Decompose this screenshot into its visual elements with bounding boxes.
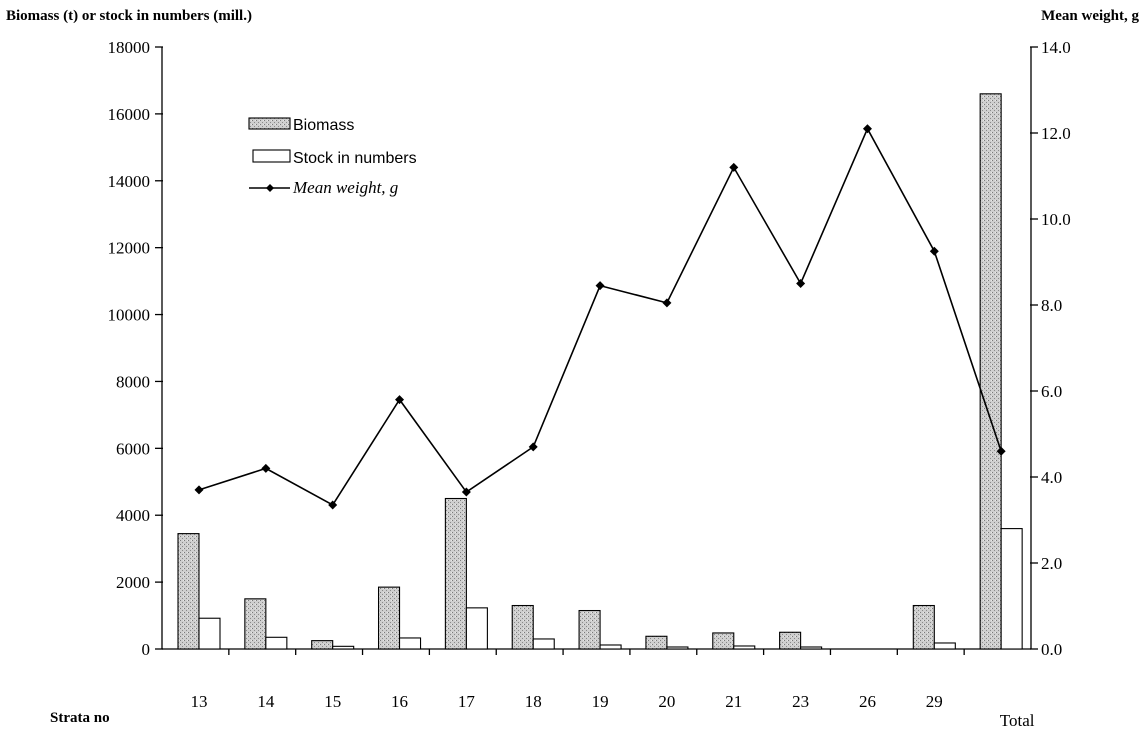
legend-label-biomass: Biomass xyxy=(293,117,354,134)
right-axis-ticks: 0.0 2.0 4.0 6.0 8.0 10.0 12.0 14.0 xyxy=(1030,38,1071,659)
left-tick-label: 10000 xyxy=(108,306,151,325)
biomass-bar xyxy=(578,609,601,650)
x-tick-label: 21 xyxy=(725,692,742,711)
legend-swatch-stock xyxy=(252,149,291,163)
left-tick-label: 12000 xyxy=(108,239,151,258)
mean-weight-point xyxy=(862,124,872,134)
biomass-bar xyxy=(712,632,735,650)
bars xyxy=(177,93,1023,650)
stock-bar xyxy=(933,642,956,650)
mean-weight-point xyxy=(996,446,1006,456)
biomass-bar xyxy=(311,640,334,650)
stock-bar xyxy=(733,645,756,650)
x-tick-labels: 13 14 15 16 17 18 19 20 21 23 26 29 Total xyxy=(191,692,1035,730)
x-tick-label: 18 xyxy=(525,692,542,711)
stock-bar xyxy=(800,646,823,650)
right-tick-label: 2.0 xyxy=(1041,554,1062,573)
right-tick-label: 6.0 xyxy=(1041,382,1062,401)
stock-bar xyxy=(1000,528,1023,650)
biomass-bar xyxy=(444,497,467,650)
right-tick-label: 14.0 xyxy=(1041,38,1071,57)
right-tick-label: 10.0 xyxy=(1041,210,1071,229)
left-tick-label: 16000 xyxy=(108,105,151,124)
axes xyxy=(161,47,1032,655)
x-tick-label: 29 xyxy=(926,692,943,711)
stock-bar xyxy=(265,636,288,650)
right-tick-label: 4.0 xyxy=(1041,468,1062,487)
mean-weight-point xyxy=(729,162,739,172)
stock-bar xyxy=(398,637,422,650)
biomass-bar xyxy=(912,604,935,650)
x-tick-label: 14 xyxy=(257,692,275,711)
x-tick-label: 16 xyxy=(391,692,408,711)
mean-weight-point xyxy=(595,281,605,291)
mean-weight-point xyxy=(528,442,538,452)
stock-bar xyxy=(666,646,689,650)
mean-weight-point xyxy=(395,395,405,405)
x-tick-label: Total xyxy=(1000,711,1035,730)
x-tick-label: 26 xyxy=(859,692,876,711)
x-tick-label: 17 xyxy=(458,692,476,711)
biomass-bar xyxy=(979,93,1002,650)
left-tick-label: 8000 xyxy=(116,372,150,391)
legend: Biomass Stock in numbers Mean weight, g xyxy=(248,117,417,197)
right-axis-title: Mean weight, g xyxy=(1041,8,1139,24)
x-tick-label: 19 xyxy=(592,692,609,711)
mean-weight-point xyxy=(194,485,204,495)
biomass-bar xyxy=(177,533,200,650)
biomass-bar xyxy=(244,598,267,650)
x-tick-label: 13 xyxy=(191,692,208,711)
left-axis-title: Biomass (t) or stock in numbers (mill.) xyxy=(6,8,252,24)
right-tick-label: 0.0 xyxy=(1041,640,1062,659)
left-tick-label: 4000 xyxy=(116,506,150,525)
biomass-bar xyxy=(779,631,802,650)
x-tick-label: 15 xyxy=(324,692,341,711)
legend-swatch-biomass xyxy=(248,117,291,130)
mean-weight-point xyxy=(261,463,271,473)
mean-weight-point xyxy=(461,487,471,497)
right-tick-label: 12.0 xyxy=(1041,124,1071,143)
stock-bar xyxy=(599,644,622,650)
right-tick-label: 8.0 xyxy=(1041,296,1062,315)
biomass-bar xyxy=(511,604,534,650)
left-tick-label: 6000 xyxy=(116,439,150,458)
x-tick-label: 23 xyxy=(792,692,809,711)
legend-swatch-marker xyxy=(266,184,274,192)
biomass-bar xyxy=(377,586,401,650)
stock-bar xyxy=(465,607,488,650)
mean-weight-point xyxy=(796,279,806,288)
x-tick-label: 20 xyxy=(658,692,675,711)
mean-weight-point xyxy=(662,298,672,308)
left-tick-label: 18000 xyxy=(108,38,151,57)
biomass-bar xyxy=(645,635,668,650)
left-tick-label: 2000 xyxy=(116,573,150,592)
legend-label-mean-weight: Mean weight, g xyxy=(292,178,398,197)
stock-bar xyxy=(332,645,355,650)
left-axis-ticks: 0 2000 4000 6000 8000 10000 12000 14000 16000 180… xyxy=(108,38,163,659)
left-tick-label: 0 xyxy=(142,640,151,659)
left-tick-label: 14000 xyxy=(108,172,151,191)
mean-weight-point xyxy=(328,500,338,510)
stock-bar xyxy=(198,617,221,650)
stock-bar xyxy=(532,638,555,650)
mean-weight-point xyxy=(929,246,939,256)
x-axis-title: Strata no xyxy=(50,710,110,726)
mean-weight-series xyxy=(194,124,1006,510)
legend-label-stock: Stock in numbers xyxy=(293,150,417,167)
